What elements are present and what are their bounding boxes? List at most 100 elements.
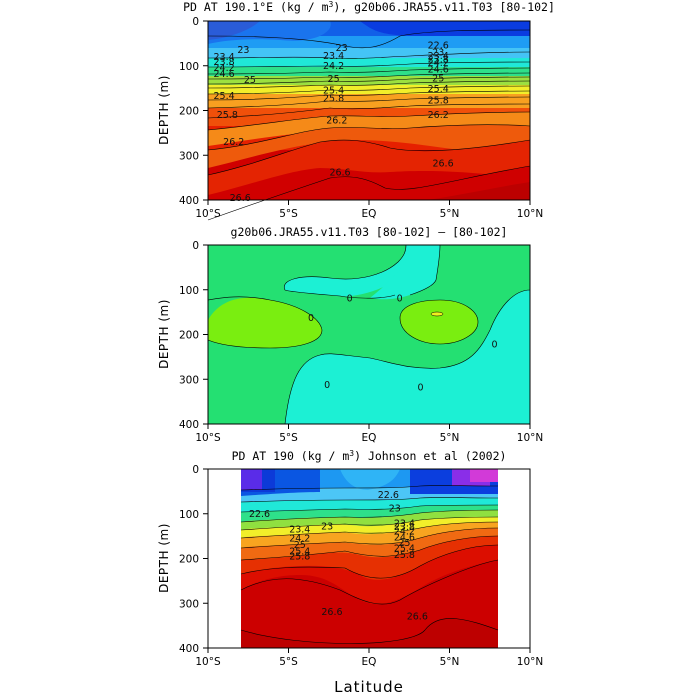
contour-label: 24.6 [394, 532, 415, 543]
x-tick-label: EQ [362, 208, 377, 220]
panel-middle-ylabel: DEPTH (m) [157, 299, 171, 369]
panel-middle-field [208, 245, 530, 424]
y-tick-label: 300 [179, 150, 199, 162]
contour-label: 24.2 [428, 58, 449, 69]
contour-label: 25 [398, 538, 410, 549]
contour-label: 26.6 [230, 193, 251, 204]
contour-label: 25 [432, 73, 444, 84]
panel-middle-contours [207, 244, 531, 425]
title-rest: ), g20b06.JRA55.v11.T03 [80-102] [333, 0, 555, 14]
y-tick-label: 0 [192, 240, 199, 252]
panel-middle-title: g20b06.JRA55.v11.T03 [80-102] – [80-102] [231, 225, 508, 239]
panel-bottom: PD AT 190 (kg / m3) Johnson et al (2002) [157, 449, 543, 668]
x-tick-label: 10°S [195, 208, 221, 220]
contour-label: 22.6 [378, 490, 399, 501]
panel-top-ylabel: DEPTH (m) [157, 75, 171, 145]
contour-label: 0 [324, 380, 330, 391]
y-tick-label: 300 [179, 374, 199, 386]
contour-label: 0 [417, 382, 423, 393]
panel-middle-contour-labels: 0 0 0 0 0 0 [308, 294, 498, 394]
x-axis-label: Latitude [334, 678, 404, 696]
contour-label: 24.6 [214, 69, 235, 80]
title-rest: ) Johnson et al (2002) [354, 449, 506, 463]
x-tick-label: 5°N [440, 656, 460, 668]
contour-label: 0 [308, 313, 314, 324]
contour-label: 23.4 [289, 524, 310, 535]
contour-label: 23.4 [394, 519, 415, 530]
contour-label: 23 [389, 503, 401, 514]
contour-label: 26.6 [432, 158, 453, 169]
contour-label: 25.4 [289, 546, 310, 557]
x-tick-label: 10°N [517, 432, 543, 444]
x-tick-label: 10°S [195, 656, 221, 668]
y-tick-label: 200 [179, 330, 199, 342]
contour-label: 0 [492, 339, 498, 350]
contour-label: 23.8 [428, 54, 449, 65]
contour-label: 24.2 [289, 533, 310, 544]
contour-label: 26.6 [407, 612, 428, 623]
contour-label: 23 [336, 43, 348, 54]
panel-top-field [208, 21, 530, 200]
contour-label: 22.6 [249, 509, 270, 520]
y-tick-label: 200 [179, 106, 199, 118]
contour-label: 25 [328, 74, 340, 85]
contour-label: 23.4 [323, 51, 344, 62]
panel-bottom-contours [240, 485, 499, 644]
contour-label: 24.6 [428, 64, 449, 75]
contour-label: 23.8 [394, 522, 415, 533]
contour-label: 25.4 [428, 84, 449, 95]
panel-top-axes: 10°S 5°S EQ 5°N 10°N 0 100 200 300 400 [179, 16, 543, 220]
contour-label: 23 [432, 47, 444, 58]
contour-label: 24.2 [214, 63, 235, 74]
title-superscript: 3 [329, 0, 334, 9]
x-tick-label: 5°S [279, 432, 298, 444]
contour-label: 26.6 [329, 167, 350, 178]
contour-label: 0 [397, 294, 403, 305]
y-tick-label: 400 [179, 195, 199, 207]
y-tick-label: 300 [179, 598, 199, 610]
contour-label: 23 [237, 45, 249, 56]
y-tick-label: 0 [192, 464, 199, 476]
contour-label: 25.8 [323, 93, 344, 104]
contour-label: 26.6 [321, 607, 342, 618]
contour-label: 23 [321, 521, 333, 532]
x-tick-label: EQ [362, 432, 377, 444]
panel-bottom-ylabel: DEPTH (m) [157, 523, 171, 593]
x-tick-label: 5°N [440, 208, 460, 220]
panel-top: PD AT 190.1°E (kg / m3), g20b06.JRA55.v1… [157, 0, 555, 221]
contour-label: 25.8 [428, 96, 449, 107]
y-tick-label: 0 [192, 16, 199, 28]
panel-bottom-axes: 10°S 5°S EQ 5°N 10°N 0 100 200 300 400 [179, 464, 543, 668]
y-tick-label: 200 [179, 554, 199, 566]
x-tick-label: 5°S [279, 656, 298, 668]
contour-label: 25.8 [394, 550, 415, 561]
contour-label: 25.4 [323, 85, 344, 96]
x-tick-label: 10°S [195, 432, 221, 444]
x-tick-label: 5°S [279, 208, 298, 220]
panel-bottom-field [241, 469, 498, 648]
y-tick-label: 400 [179, 643, 199, 655]
contour-label: 25.8 [289, 552, 310, 563]
y-tick-label: 100 [179, 509, 199, 521]
panel-top-title: PD AT 190.1°E (kg / m3), g20b06.JRA55.v1… [183, 0, 555, 14]
panel-middle: g20b06.JRA55.v11.T03 [80-102] – [80-102]… [157, 225, 543, 444]
panel-bottom-contour-labels: 22.62323.424.22525.425.826.622.62323.423… [249, 490, 428, 623]
contour-label: 24.2 [394, 527, 415, 538]
contour-label: 25.4 [214, 91, 235, 102]
contour-label: 25 [294, 540, 306, 551]
contour-label: 25 [244, 75, 256, 86]
x-tick-label: 10°N [517, 656, 543, 668]
contour-label: 23.4 [214, 52, 235, 63]
x-tick-label: 5°N [440, 432, 460, 444]
contour-label: 25.4 [394, 544, 415, 555]
panel-top-contour-labels: 2323.423.824.224.62525.425.826.226.623.4… [214, 41, 454, 204]
x-tick-label: 10°N [517, 208, 543, 220]
x-tick-label: EQ [362, 656, 377, 668]
panel-top-contours [207, 29, 531, 221]
y-tick-label: 100 [179, 61, 199, 73]
contour-label: 24.2 [323, 61, 344, 72]
contour-label: 23.8 [214, 57, 235, 68]
y-tick-label: 100 [179, 285, 199, 297]
panel-bottom-title: PD AT 190 (kg / m3) Johnson et al (2002) [232, 449, 507, 463]
